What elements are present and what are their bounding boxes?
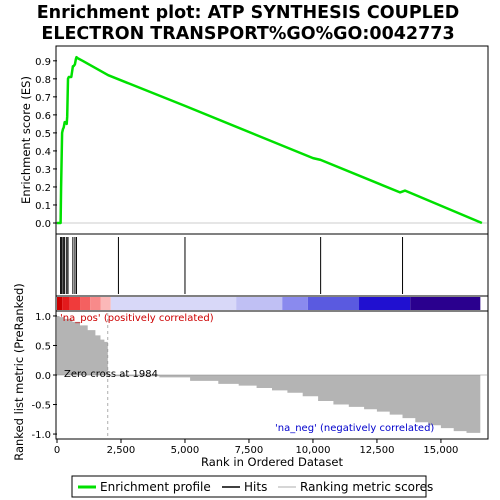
metric-ytick-label: -0.5 [31,401,51,412]
heatmap-band [90,297,101,310]
es-ytick-label: 0.5 [35,129,51,140]
es-ytick-label: 0.6 [35,111,51,122]
metric-ytick-label: 0.5 [35,341,51,352]
heatmap-band [110,297,237,310]
x-tick-label: 7,500 [235,445,264,456]
legend-hits-label: Hits [244,480,267,494]
es-profile-line [57,55,483,225]
metric-ytick-label: 0.0 [35,371,51,382]
heatmap-band [80,297,91,310]
es-ytick-label: 0.2 [35,183,51,194]
legend-box [71,475,427,498]
es-ytick-label: 0.4 [35,147,51,158]
heatmap-band [410,297,481,310]
heatmap-band [282,297,308,310]
heatmap-band [236,297,283,310]
heatmap-band [359,297,411,310]
x-tick-label: 0 [54,445,60,456]
x-tick-label: 10,000 [295,445,330,456]
pos-label: 'na_pos' (positively correlated) [60,313,214,324]
heatmap-band [100,297,111,310]
heatmap-band [57,297,63,310]
heatmap-band [69,297,81,310]
metric-ytick-label: 1.0 [35,312,51,323]
x-tick-label: 5,000 [171,445,200,456]
chart-title-line1: Enrichment plot: ATP SYNTHESIS COUPLED [37,3,460,23]
es-ytick-label: 0.7 [35,93,51,104]
es-ytick-label: 0.1 [35,201,51,212]
heatmap-band [307,297,360,310]
x-tick-label: 2,500 [107,445,136,456]
metric-ylabel: Ranked list metric (PreRanked) [12,283,26,461]
es-ytick-label: 0.0 [35,219,51,230]
x-axis-label: Rank in Ordered Dataset [201,455,344,469]
es-panel-frame [55,45,489,235]
hits-panel-frame [55,233,489,297]
metric-ytick-label: -1.0 [31,430,51,441]
zero-cross-label: Zero cross at 1984 [64,369,158,380]
heatmap-band [62,297,70,310]
neg-label: 'na_neg' (negatively correlated) [275,423,434,434]
es-ytick-label: 0.9 [35,57,51,68]
legend-es-label: Enrichment profile [100,480,211,494]
es-ylabel: Enrichment score (ES) [19,76,33,204]
es-ytick-label: 0.3 [35,165,51,176]
legend: Enrichment profile Hits Ranking metric s… [71,475,433,498]
x-tick-label: 15,000 [423,445,458,456]
x-tick-label: 12,500 [359,445,394,456]
legend-metric-label: Ranking metric scores [300,480,433,494]
es-ytick-label: 0.8 [35,75,51,86]
chart-title-line2: ELECTRON TRANSPORT%GO%GO:0042773 [41,24,454,44]
